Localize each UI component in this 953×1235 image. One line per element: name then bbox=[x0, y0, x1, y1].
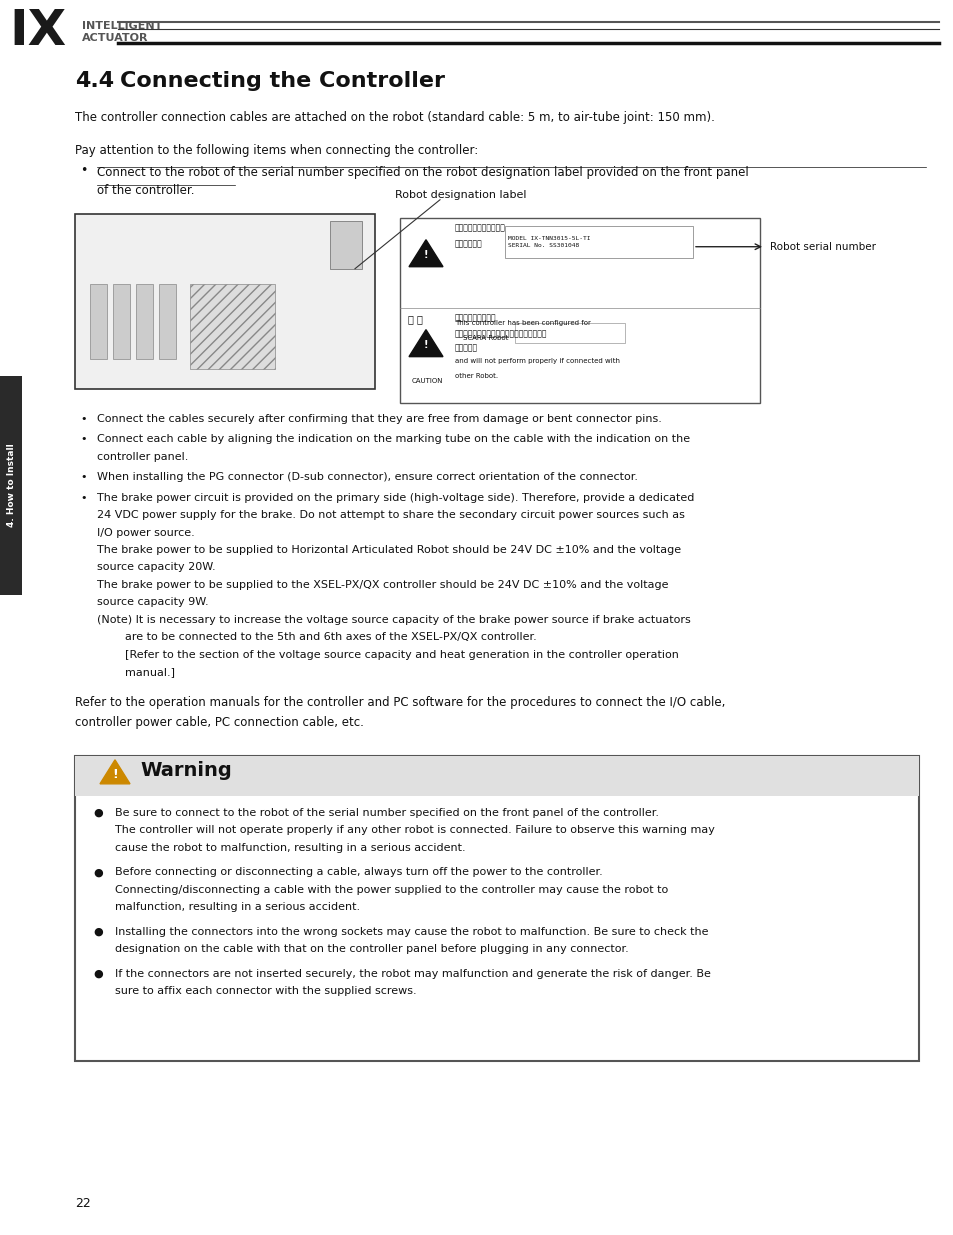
Text: 4. How to Install: 4. How to Install bbox=[7, 443, 15, 527]
Text: !: ! bbox=[112, 768, 118, 782]
Text: Robot designation label: Robot designation label bbox=[395, 190, 526, 200]
Text: The controller connection cables are attached on the robot (standard cable: 5 m,: The controller connection cables are att… bbox=[75, 111, 714, 124]
Text: are to be connected to the 5th and 6th axes of the XSEL-PX/QX controller.: are to be connected to the 5th and 6th a… bbox=[97, 632, 537, 642]
FancyBboxPatch shape bbox=[75, 756, 918, 795]
Text: Refer to the operation manuals for the controller and PC software for the proced: Refer to the operation manuals for the c… bbox=[75, 695, 724, 709]
Text: INTELLIGENT: INTELLIGENT bbox=[82, 21, 162, 31]
Text: 4.4: 4.4 bbox=[75, 70, 114, 91]
Text: Warning: Warning bbox=[140, 761, 232, 779]
Text: •: • bbox=[80, 472, 87, 482]
FancyBboxPatch shape bbox=[330, 221, 361, 269]
Text: !: ! bbox=[423, 340, 428, 350]
Text: 他のロボットと接続した場合は、正常に動作: 他のロボットと接続した場合は、正常に動作 bbox=[455, 330, 547, 338]
Text: Pay attention to the following items when connecting the controller:: Pay attention to the following items whe… bbox=[75, 143, 477, 157]
Text: MODEL IX-TNN3015-5L-TI
SERIAL No. SS301048: MODEL IX-TNN3015-5L-TI SERIAL No. SS3010… bbox=[507, 236, 590, 248]
Text: •: • bbox=[80, 164, 88, 177]
FancyBboxPatch shape bbox=[504, 226, 692, 258]
Text: designation on the cable with that on the controller panel before plugging in an: designation on the cable with that on th… bbox=[115, 945, 628, 955]
Text: ●: ● bbox=[92, 867, 103, 877]
Text: malfunction, resulting in a serious accident.: malfunction, resulting in a serious acci… bbox=[115, 903, 359, 913]
Polygon shape bbox=[409, 330, 442, 357]
Polygon shape bbox=[100, 760, 130, 784]
FancyBboxPatch shape bbox=[75, 756, 918, 1061]
Text: other Robot.: other Robot. bbox=[455, 373, 497, 379]
Text: This controller has been configured for: This controller has been configured for bbox=[455, 320, 590, 326]
Text: ACTUATOR: ACTUATOR bbox=[82, 33, 149, 43]
Text: と接続して下さい。: と接続して下さい。 bbox=[455, 314, 497, 322]
Text: •: • bbox=[80, 433, 87, 445]
Text: [Refer to the section of the voltage source capacity and heat generation in the : [Refer to the section of the voltage sou… bbox=[97, 650, 679, 659]
Text: !: ! bbox=[423, 249, 428, 259]
Text: The controller will not operate properly if any other robot is connected. Failur: The controller will not operate properly… bbox=[115, 825, 714, 835]
FancyBboxPatch shape bbox=[159, 284, 175, 358]
Text: manual.]: manual.] bbox=[97, 667, 174, 678]
Text: source capacity 20W.: source capacity 20W. bbox=[97, 562, 215, 573]
Text: IX: IX bbox=[10, 7, 67, 54]
Text: controller power cable, PC connection cable, etc.: controller power cable, PC connection ca… bbox=[75, 716, 363, 729]
Text: Connecting the Controller: Connecting the Controller bbox=[120, 70, 444, 91]
Text: •: • bbox=[80, 414, 87, 424]
Text: Installing the connectors into the wrong sockets may cause the robot to malfunct: Installing the connectors into the wrong… bbox=[115, 926, 708, 936]
FancyBboxPatch shape bbox=[0, 375, 22, 595]
Text: If the connectors are not inserted securely, the robot may malfunction and gener: If the connectors are not inserted secur… bbox=[115, 968, 710, 978]
FancyBboxPatch shape bbox=[399, 217, 760, 403]
FancyBboxPatch shape bbox=[75, 214, 375, 389]
Text: CAUTION: CAUTION bbox=[412, 378, 443, 384]
Text: and will not perform properly if connected with: and will not perform properly if connect… bbox=[455, 358, 619, 363]
Text: The brake power to be supplied to Horizontal Articulated Robot should be 24V DC : The brake power to be supplied to Horizo… bbox=[97, 545, 680, 555]
Text: sure to affix each connector with the supplied screws.: sure to affix each connector with the su… bbox=[115, 987, 416, 997]
Text: The brake power to be supplied to the XSEL-PX/QX controller should be 24V DC ±10: The brake power to be supplied to the XS… bbox=[97, 580, 668, 590]
Text: controller panel.: controller panel. bbox=[97, 452, 188, 462]
Text: このコントローラーは、: このコントローラーは、 bbox=[455, 224, 505, 232]
Text: 注 意: 注 意 bbox=[408, 314, 422, 324]
Text: Connect to the robot of the serial number specified on the robot designation lab: Connect to the robot of the serial numbe… bbox=[97, 165, 748, 179]
Text: Robot serial number: Robot serial number bbox=[769, 242, 875, 252]
Text: (Note) It is necessary to increase the voltage source capacity of the brake powe: (Note) It is necessary to increase the v… bbox=[97, 615, 690, 625]
Text: When installing the PG connector (D-sub connector), ensure correct orientation o: When installing the PG connector (D-sub … bbox=[97, 472, 638, 482]
Polygon shape bbox=[409, 240, 442, 267]
Text: ●: ● bbox=[92, 968, 103, 978]
Text: ロボット本体: ロボット本体 bbox=[455, 240, 482, 248]
Text: Connect the cables securely after confirming that they are free from damage or b: Connect the cables securely after confir… bbox=[97, 414, 661, 424]
Text: SCARA Robot: SCARA Robot bbox=[462, 335, 508, 341]
Text: Connect each cable by aligning the indication on the marking tube on the cable w: Connect each cable by aligning the indic… bbox=[97, 433, 689, 445]
Text: ●: ● bbox=[92, 808, 103, 818]
Text: 24 VDC power supply for the brake. Do not attempt to share the secondary circuit: 24 VDC power supply for the brake. Do no… bbox=[97, 510, 684, 520]
Text: Be sure to connect to the robot of the serial number specified on the front pane: Be sure to connect to the robot of the s… bbox=[115, 808, 659, 818]
Text: ●: ● bbox=[92, 926, 103, 936]
Text: しません。: しません。 bbox=[455, 343, 477, 353]
FancyBboxPatch shape bbox=[112, 284, 130, 358]
Text: source capacity 9W.: source capacity 9W. bbox=[97, 598, 209, 608]
Text: Before connecting or disconnecting a cable, always turn off the power to the con: Before connecting or disconnecting a cab… bbox=[115, 867, 602, 877]
Text: •: • bbox=[80, 493, 87, 503]
FancyBboxPatch shape bbox=[90, 284, 107, 358]
FancyBboxPatch shape bbox=[136, 284, 152, 358]
Text: 22: 22 bbox=[75, 1197, 91, 1210]
Text: Connecting/disconnecting a cable with the power supplied to the controller may c: Connecting/disconnecting a cable with th… bbox=[115, 884, 667, 894]
Text: cause the robot to malfunction, resulting in a serious accident.: cause the robot to malfunction, resultin… bbox=[115, 842, 465, 853]
Text: The brake power circuit is provided on the primary side (high-voltage side). The: The brake power circuit is provided on t… bbox=[97, 493, 694, 503]
FancyBboxPatch shape bbox=[190, 284, 274, 368]
FancyBboxPatch shape bbox=[515, 322, 624, 342]
Text: I/O power source.: I/O power source. bbox=[97, 527, 194, 537]
Text: of the controller.: of the controller. bbox=[97, 184, 194, 198]
